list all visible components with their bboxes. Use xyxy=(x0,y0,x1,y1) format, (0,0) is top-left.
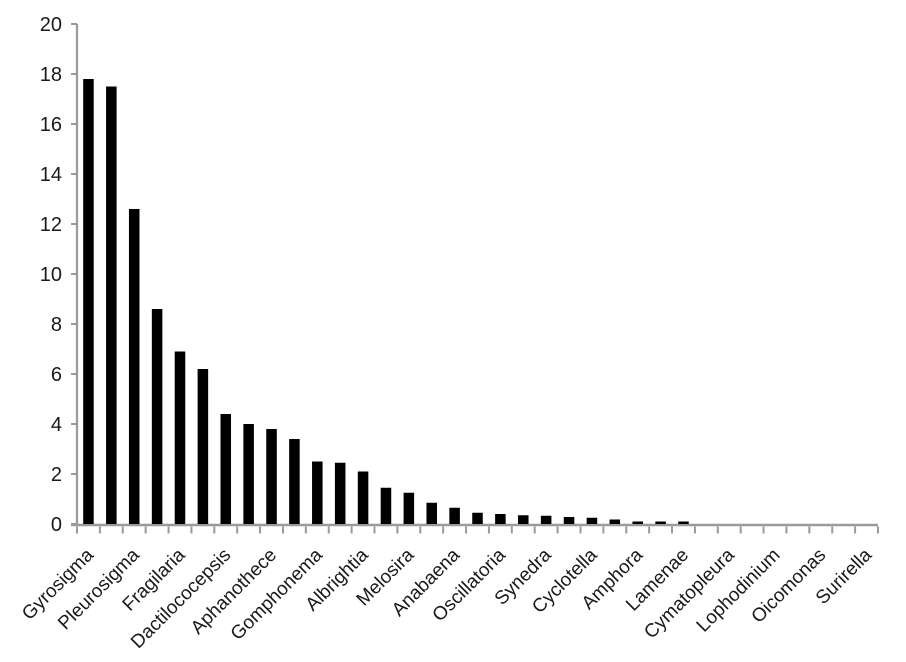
bar xyxy=(563,517,575,524)
bar xyxy=(380,487,392,524)
bar xyxy=(266,429,277,524)
y-axis-tick-label: 10 xyxy=(40,264,62,286)
bar xyxy=(609,519,621,524)
bar xyxy=(495,514,506,524)
y-axis-tick-label: 6 xyxy=(51,364,62,386)
bar xyxy=(197,369,209,524)
bar xyxy=(106,86,117,524)
bar xyxy=(540,515,552,524)
bar xyxy=(449,507,460,524)
y-axis-tick-label: 4 xyxy=(51,414,62,436)
y-axis-tick-label: 0 xyxy=(51,514,62,536)
y-axis-tick-label: 18 xyxy=(40,64,62,86)
bar xyxy=(174,351,186,524)
bar xyxy=(472,512,483,524)
bar xyxy=(357,471,369,524)
bar xyxy=(83,79,94,524)
y-axis-tick-label: 2 xyxy=(51,464,62,486)
y-axis-tick-label: 14 xyxy=(40,164,62,186)
bar xyxy=(220,414,232,524)
bar xyxy=(334,462,346,524)
bar xyxy=(426,502,437,524)
bar xyxy=(518,515,529,524)
bar xyxy=(151,309,163,524)
y-axis-tick-label: 16 xyxy=(40,114,62,136)
y-axis-tick-label: 20 xyxy=(40,14,62,36)
bar xyxy=(655,521,666,524)
bar xyxy=(312,461,323,524)
bar xyxy=(403,492,415,524)
y-axis-tick-label: 8 xyxy=(51,314,62,336)
bar xyxy=(678,521,689,524)
bar xyxy=(586,517,598,524)
bar xyxy=(128,209,140,524)
bar xyxy=(632,521,643,524)
y-axis-tick-label: 12 xyxy=(40,214,62,236)
bar xyxy=(243,424,254,524)
bar xyxy=(289,439,300,524)
